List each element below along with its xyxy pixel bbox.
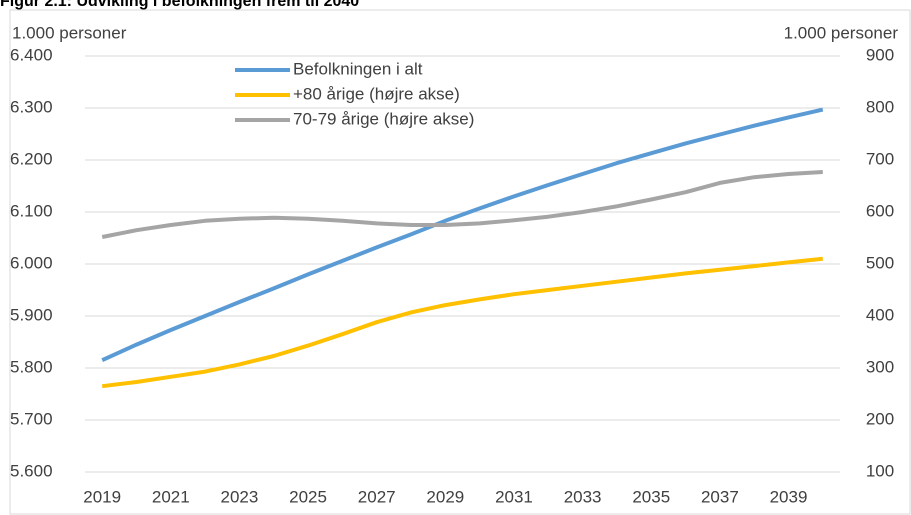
y-tick-label: 6.300 xyxy=(10,97,53,116)
y-tick-label: 5.700 xyxy=(10,409,53,428)
legend-label: 70-79 årige (højre akse) xyxy=(293,109,474,128)
y2-axis-label: 1.000 personer xyxy=(784,23,899,42)
x-tick-label: 2021 xyxy=(152,487,190,506)
y2-tick-label: 700 xyxy=(866,149,894,168)
y2-tick-label: 100 xyxy=(866,461,894,480)
x-tick-label: 2035 xyxy=(632,487,670,506)
x-tick-label: 2029 xyxy=(426,487,464,506)
series-line xyxy=(101,256,824,389)
y-tick-label: 6.000 xyxy=(10,253,53,272)
y-tick-label: 5.600 xyxy=(10,461,53,480)
y-tick-label: 5.900 xyxy=(10,305,53,324)
chart-border xyxy=(9,9,911,515)
y2-tick-label: 400 xyxy=(866,305,894,324)
y-tick-label: 6.100 xyxy=(10,201,53,220)
x-tick-label: 2033 xyxy=(564,487,602,506)
series-line xyxy=(101,107,824,363)
y-tick-label: 5.800 xyxy=(10,357,53,376)
y2-tick-label: 200 xyxy=(866,409,894,428)
x-tick-label: 2031 xyxy=(495,487,533,506)
y2-tick-label: 800 xyxy=(866,97,894,116)
series-line xyxy=(101,170,823,239)
y-tick-label: 6.200 xyxy=(10,149,53,168)
x-tick-label: 2039 xyxy=(770,487,808,506)
y-axis-label: 1.000 personer xyxy=(12,23,127,42)
y2-tick-label: 500 xyxy=(866,253,894,272)
legend-label: Befolkningen i alt xyxy=(293,59,423,78)
x-tick-label: 2025 xyxy=(289,487,327,506)
x-tick-label: 2027 xyxy=(358,487,396,506)
legend-label: +80 årige (højre akse) xyxy=(293,84,460,103)
y2-tick-label: 600 xyxy=(866,201,894,220)
x-tick-label: 2019 xyxy=(83,487,121,506)
x-tick-label: 2037 xyxy=(701,487,739,506)
y2-tick-label: 300 xyxy=(866,357,894,376)
y-tick-label: 6.400 xyxy=(10,45,53,64)
y2-tick-label: 900 xyxy=(866,45,894,64)
x-tick-label: 2023 xyxy=(221,487,259,506)
chart-title: Figur 2.1: Udvikling i befolkningen frem… xyxy=(0,0,359,10)
